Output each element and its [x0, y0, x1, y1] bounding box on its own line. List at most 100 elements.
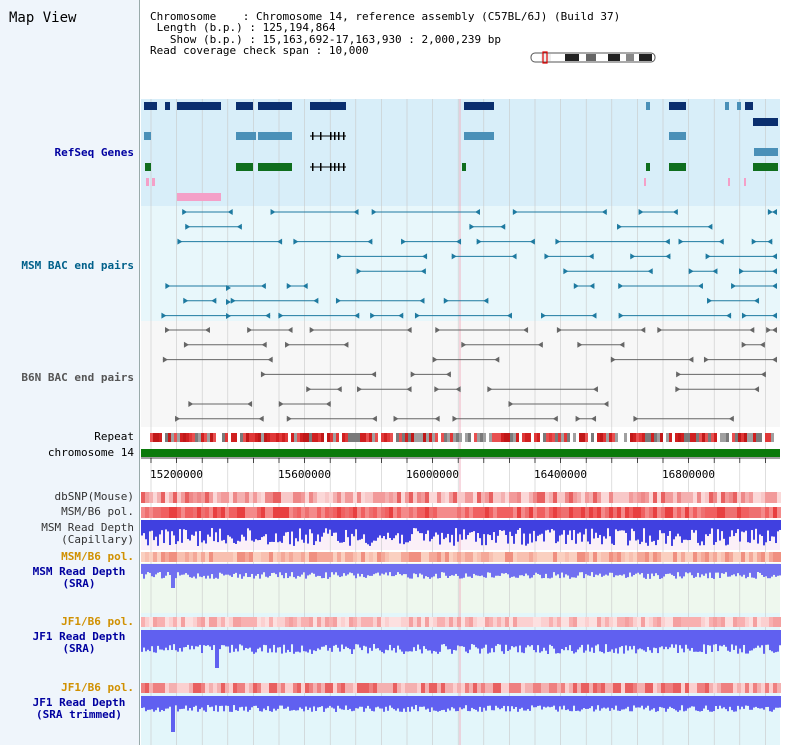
jf1-b6-pol-1 [225, 617, 229, 627]
jf1-trimmed-depth [531, 696, 533, 706]
refseq-genes-label[interactable]: RefSeq Genes [54, 146, 134, 159]
msm-sra-depth [637, 564, 639, 573]
msm-bac-pair-end [260, 283, 266, 289]
jf1-sra-depth [697, 630, 699, 652]
dbsnp-density [261, 492, 265, 503]
jf1-b6-pol-2 [421, 683, 425, 693]
jf1-b6-pol-1 [749, 617, 753, 627]
length-value: 125,194,864 [262, 21, 336, 35]
msm-b6-pol-2 [633, 552, 637, 562]
jf1-b6-pol-1 [441, 617, 445, 627]
msm-sra-depth [491, 564, 493, 578]
jf1-sra-depth [333, 630, 335, 646]
jf1-b6-pol-1 [325, 617, 329, 627]
msm-depth-sra-line1: MSM Read Depth [32, 565, 126, 578]
refseq-ncrna [728, 178, 730, 186]
msm-b6-pol-1 [401, 507, 405, 518]
track-label-column [0, 0, 140, 745]
repeat-segment [477, 433, 480, 442]
dbsnp-density [221, 492, 225, 503]
msm-sra-depth [279, 564, 281, 573]
dbsnp-density [489, 492, 493, 503]
refseq-gene [462, 163, 466, 171]
dbsnp-density [505, 492, 509, 503]
msm-b6-pol-2 [273, 552, 277, 562]
jf1-depth-trimmed-line2: (SRA trimmed) [35, 708, 123, 721]
msm-b6-pol-label-1[interactable]: MSM/B6 pol. [61, 505, 134, 518]
msm-b6-pol-2 [245, 552, 249, 562]
refseq-gene [754, 148, 778, 156]
dbsnp-density [353, 492, 357, 503]
msm-b6-pol-label-2[interactable]: MSM/B6 pol. [61, 550, 134, 563]
repeat-segment [612, 433, 615, 442]
msm-sra-depth [631, 564, 633, 577]
jf1-sra-depth [703, 630, 705, 645]
msm-sra-depth [779, 564, 781, 576]
dbsnp-density [589, 492, 593, 503]
jf1-trimmed-depth [761, 696, 763, 709]
msm-sra-depth [413, 564, 415, 574]
repeat-segment [723, 433, 726, 442]
jf1-trimmed-depth [199, 696, 201, 710]
jf1-sra-depth [167, 630, 169, 651]
jf1-sra-depth [763, 630, 765, 654]
msm-sra-depth [615, 564, 617, 576]
msm-bac-label[interactable]: MSM BAC end pairs [21, 259, 134, 272]
chromosome-ideogram[interactable] [530, 51, 656, 64]
msm-b6-pol-2 [253, 552, 257, 562]
repeat-segment [690, 433, 693, 442]
msm-bac-pair-end [293, 238, 299, 245]
msm-capillary-depth [377, 520, 379, 538]
msm-capillary-depth [257, 520, 259, 541]
msm-sra-depth [297, 564, 299, 576]
chromosome-track-label[interactable]: chromosome 14 [47, 446, 134, 459]
dbsnp-label[interactable]: dbSNP(Mouse) [54, 490, 134, 503]
repeat-segment [264, 433, 267, 442]
jf1-b6-pol-1 [617, 617, 621, 627]
msm-b6-pol-1 [577, 507, 581, 518]
repeat-label[interactable]: Repeat [94, 430, 134, 443]
dbsnp-density [169, 492, 173, 503]
msm-sra-depth [741, 564, 743, 577]
jf1-b6-pol-label-1[interactable]: JF1/B6 pol. [61, 615, 134, 628]
jf1-sra-depth [489, 630, 491, 653]
msm-b6-pol-2 [601, 552, 605, 562]
jf1-b6-pol-1 [513, 617, 517, 627]
jf1-depth-trimmed-label[interactable]: JF1 Read Depth (SRA trimmed) [14, 697, 144, 721]
msm-depth-sra-label[interactable]: MSM Read Depth (SRA) [14, 566, 144, 590]
jf1-b6-pol-1 [177, 617, 181, 627]
msm-sra-depth [713, 564, 715, 579]
msm-depth-capillary-label[interactable]: MSM Read Depth (Capillary) [0, 522, 134, 546]
b6n-bac-label[interactable]: B6N BAC end pairs [21, 371, 134, 384]
jf1-b6-pol-1 [741, 617, 745, 627]
msm-sra-depth [721, 564, 723, 574]
msm-capillary-depth [721, 520, 723, 532]
jf1-b6-pol-1 [469, 617, 473, 627]
jf1-b6-pol-1 [221, 617, 225, 627]
b6n-bac-pair-end [754, 386, 760, 393]
jf1-b6-pol-2 [625, 683, 629, 693]
msm-capillary-depth [411, 520, 413, 535]
msm-b6-pol-1 [257, 507, 261, 518]
repeat-segment [603, 433, 606, 442]
b6n-bac-pair-end [633, 415, 639, 422]
dbsnp-density [717, 492, 721, 503]
msm-sra-depth [447, 564, 449, 578]
dbsnp-density [665, 492, 669, 503]
msm-sra-depth [629, 564, 631, 573]
jf1-b6-pol-2 [597, 683, 601, 693]
dbsnp-density [585, 492, 589, 503]
msm-capillary-depth [561, 520, 563, 535]
jf1-sra-depth [683, 630, 685, 653]
jf1-sra-depth [651, 630, 653, 653]
jf1-sra-depth [723, 630, 725, 645]
jf1-b6-pol-2 [737, 683, 741, 693]
jf1-trimmed-depth [625, 696, 627, 709]
msm-sra-depth [715, 564, 717, 573]
jf1-depth-sra-label[interactable]: JF1 Read Depth (SRA) [14, 631, 144, 655]
jf1-trimmed-depth [779, 696, 781, 708]
jf1-b6-pol-label-2[interactable]: JF1/B6 pol. [61, 681, 134, 694]
msm-capillary-depth [153, 520, 155, 541]
msm-sra-depth [673, 564, 675, 577]
